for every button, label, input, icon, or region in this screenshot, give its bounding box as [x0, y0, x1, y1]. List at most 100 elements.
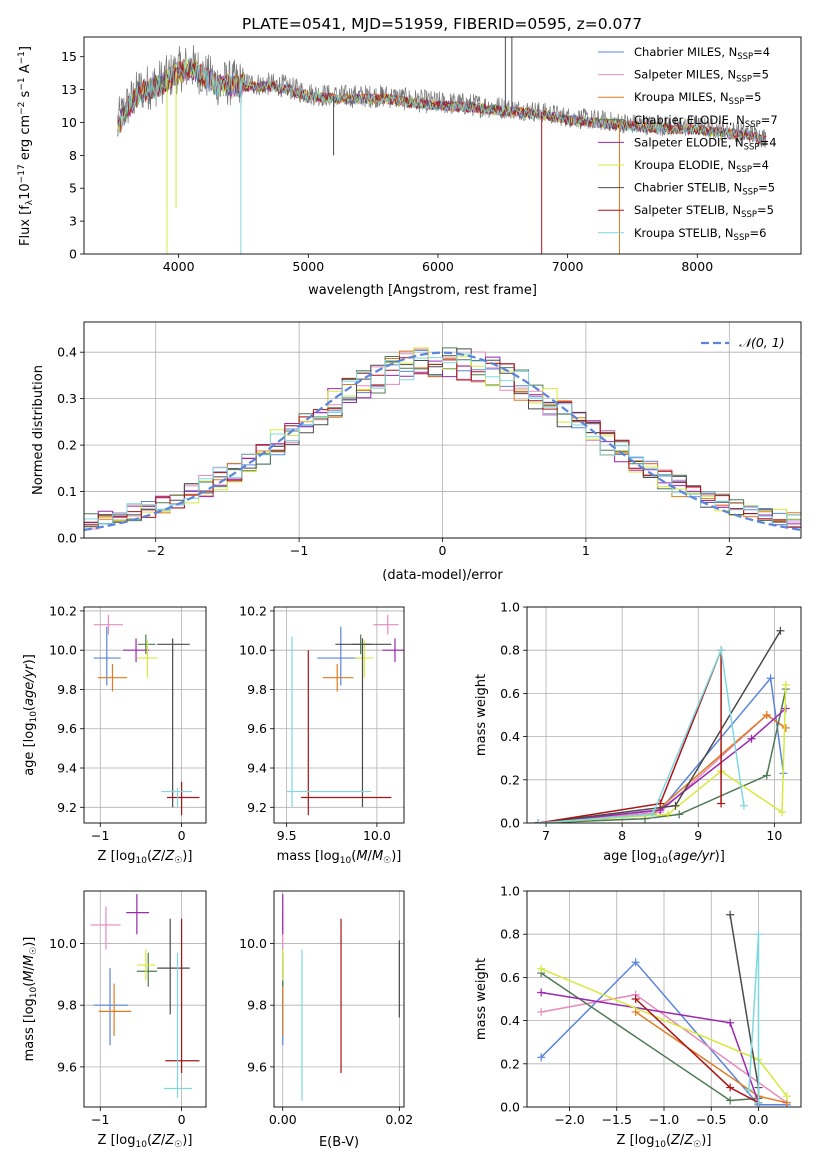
x-axis-label: wavelength [Angstrom, rest frame]: [308, 283, 537, 298]
y-tick-label: 10.0: [239, 643, 267, 658]
axes-frame: [83, 606, 207, 824]
y-axis-label: Normed distribution: [31, 365, 46, 495]
normal-reference-curve: [84, 351, 801, 531]
residuals-panel: −2 −1 0 1 2 0.0 0.1 0.2 0.3 0.4 𝒩(0, 1) (data-model…: [31, 321, 802, 583]
legend-label: Salpeter STELIB, NSSP=5: [634, 203, 774, 220]
y-tick-label: 10.0: [239, 936, 267, 951]
marker-point: [717, 799, 726, 808]
legend: Chabrier MILES, NSSP=4 Salpeter MILES, NS…: [598, 45, 778, 243]
x-tick-label: −2.0: [554, 1112, 584, 1127]
grid: [274, 607, 404, 823]
x-tick-label: 0.0: [749, 1112, 769, 1127]
legend: 𝒩(0, 1): [701, 335, 785, 350]
mass-vs-metallicity-panel: −1 0 9.6 9.8 10.0 Z [log10(Z/Z☉)] mass [log10(…: [22, 890, 207, 1150]
marker-point: [762, 771, 771, 780]
mass-weight-vs-age-panel: 7 8 9 10 0.0 0.2 0.4 0.6 0.8 1.0 age [log10(age/yr…: [474, 600, 802, 866]
y-tick-label: 9.4: [57, 761, 77, 776]
marker-point: [754, 1098, 763, 1107]
y-tick-label: 9.4: [247, 761, 267, 776]
y-tick-label: 0: [69, 247, 77, 262]
x-axis-label: mass [log10(M/M☉)]: [277, 849, 402, 866]
y-tick-label: 1.0: [500, 600, 520, 615]
y-tick-label: 0.4: [500, 729, 520, 744]
y-tick-label: 9.6: [57, 1059, 77, 1074]
x-tick-label: −1.0: [649, 1112, 679, 1127]
axes-frame: [273, 890, 405, 1108]
y-axis-label: Flux [fλ10−17 erg cm−2 s−1 A−1]: [17, 46, 35, 246]
y-tick-label: 1.0: [500, 884, 520, 899]
plot-area: [90, 894, 200, 1098]
y-axis-label: mass weight: [474, 958, 489, 1040]
marker-point: [726, 1083, 735, 1092]
mass-weight-line: [538, 647, 745, 823]
y-tick-label: 0.2: [57, 438, 77, 453]
mass-vs-extinction-panel: 0.00 0.02 9.6 9.8 10.0 E(B-V): [239, 890, 413, 1150]
marker-point: [675, 810, 684, 819]
marker-point: [766, 674, 775, 683]
y-tick-label: 15: [61, 49, 77, 64]
marker-point: [777, 808, 786, 817]
spectrum-panel: 4000 5000 6000 7000 8000 0 3 5 8 10 13 15 Chabrier M…: [17, 36, 802, 298]
marker-point: [631, 1007, 640, 1016]
y-tick-label: 9.8: [247, 998, 267, 1013]
y-tick-label: 10.2: [239, 603, 267, 618]
x-tick-label: 4000: [163, 259, 195, 274]
y-tick-label: 10.2: [49, 603, 77, 618]
legend-label: 𝒩(0, 1): [739, 335, 785, 350]
y-tick-label: 9.6: [57, 721, 77, 736]
y-tick-label: 10.0: [49, 936, 77, 951]
figure-title: PLATE=0541, MJD=51959, FIBERID=0595, z=0…: [242, 15, 642, 33]
marker-point: [726, 1018, 735, 1027]
x-tick-label: 9: [694, 828, 702, 843]
legend-label: Chabrier MILES, NSSP=4: [634, 45, 770, 62]
y-tick-label: 0.1: [57, 484, 77, 499]
y-tick-label: 10: [61, 115, 77, 130]
marker-point: [754, 930, 763, 939]
axes-frame: [526, 890, 802, 1108]
y-tick-label: 0.2: [500, 1056, 520, 1071]
marker-point: [537, 988, 546, 997]
plot-area: [286, 614, 404, 816]
x-tick-label: 0.02: [385, 1112, 413, 1127]
marker-point: [534, 819, 543, 823]
x-tick-label: 10.0: [363, 828, 391, 843]
x-tick-label: 0.00: [269, 1112, 297, 1127]
x-tick-label: 0: [178, 1112, 186, 1127]
legend-label: Kroupa MILES, NSSP=5: [634, 90, 761, 107]
axes-frame: [83, 890, 207, 1108]
x-tick-label: 0: [439, 543, 447, 558]
marker-point: [631, 995, 640, 1003]
marker-point: [671, 801, 680, 810]
legend-label: Salpeter MILES, NSSP=5: [634, 68, 769, 85]
plot-area: [84, 347, 801, 531]
x-axis-label: Z [log10(Z/Z☉)]: [617, 1133, 712, 1150]
plot-area: [537, 910, 791, 1107]
axes-frame: [83, 36, 802, 255]
y-tick-label: 0.2: [500, 772, 520, 787]
y-tick-label: 0.3: [57, 391, 77, 406]
x-axis-label: age [log10(age/yr)]: [603, 849, 725, 866]
legend-label: Chabrier ELODIE, NSSP=7: [634, 113, 778, 130]
axes-frame: [526, 606, 802, 824]
y-axis-label: mass [log10(M/M☉)]: [22, 937, 39, 1062]
legend-label: Kroupa STELIB, NSSP=6: [634, 226, 766, 243]
marker-point: [537, 1007, 546, 1016]
axes-frame: [83, 321, 802, 539]
x-tick-label: 9.5: [277, 828, 297, 843]
marker-point: [663, 810, 672, 819]
model-fit-line: [117, 57, 767, 145]
x-axis-label: Z [log10(Z/Z☉)]: [98, 849, 193, 866]
marker-point: [782, 1092, 791, 1101]
x-tick-label: 2: [725, 543, 733, 558]
residual-histogram: [84, 353, 801, 526]
marker-point: [648, 810, 657, 819]
y-tick-label: 5: [69, 181, 77, 196]
marker-point: [776, 626, 785, 635]
x-tick-label: 8000: [681, 259, 713, 274]
x-axis-label: E(B-V): [319, 1135, 359, 1150]
legend-label: Kroupa ELODIE, NSSP=4: [634, 158, 769, 175]
x-tick-label: −0.5: [696, 1112, 726, 1127]
y-tick-label: 0.8: [500, 927, 520, 942]
y-tick-label: 9.2: [57, 800, 77, 815]
